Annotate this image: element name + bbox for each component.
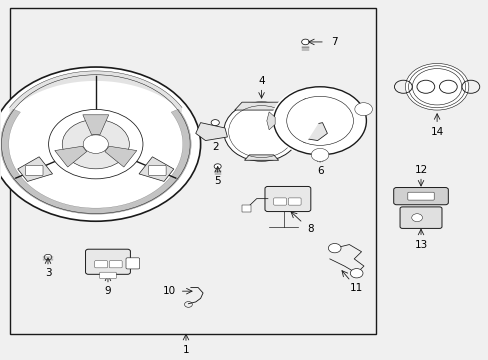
Text: 14: 14 [429,127,443,136]
Circle shape [405,63,468,110]
FancyBboxPatch shape [85,249,130,274]
Text: 4: 4 [258,76,264,86]
Circle shape [83,135,108,153]
Text: 12: 12 [413,165,427,175]
Circle shape [48,109,142,179]
Text: 2: 2 [211,142,218,152]
Polygon shape [82,115,108,135]
FancyBboxPatch shape [95,261,107,268]
Polygon shape [234,102,288,110]
FancyBboxPatch shape [288,198,301,205]
Polygon shape [13,176,178,214]
FancyBboxPatch shape [25,165,43,176]
Wedge shape [354,103,372,116]
FancyBboxPatch shape [264,186,310,212]
FancyBboxPatch shape [109,261,122,268]
Circle shape [301,39,308,45]
Wedge shape [311,148,328,161]
Wedge shape [271,90,320,152]
Polygon shape [244,155,278,160]
Text: 7: 7 [331,37,337,47]
Polygon shape [18,157,52,181]
Text: 3: 3 [44,268,51,278]
Text: 8: 8 [306,225,313,234]
FancyBboxPatch shape [407,192,433,200]
Circle shape [44,255,52,260]
FancyBboxPatch shape [273,198,286,205]
FancyBboxPatch shape [126,258,140,269]
Polygon shape [295,123,327,140]
Text: 11: 11 [349,283,363,293]
Polygon shape [139,157,173,181]
Text: 6: 6 [316,166,323,176]
Ellipse shape [224,102,299,161]
Circle shape [273,87,366,155]
Text: 9: 9 [104,286,111,296]
FancyBboxPatch shape [241,205,251,212]
Circle shape [328,243,340,253]
Circle shape [0,67,200,221]
FancyBboxPatch shape [100,272,116,279]
Circle shape [349,269,362,278]
Wedge shape [286,99,320,143]
Text: 10: 10 [162,286,175,296]
Polygon shape [105,146,137,167]
Circle shape [214,164,221,169]
Polygon shape [171,109,191,179]
Circle shape [62,120,129,169]
FancyBboxPatch shape [148,165,166,176]
FancyBboxPatch shape [399,207,441,228]
Text: 5: 5 [214,176,221,186]
FancyBboxPatch shape [393,188,447,205]
Polygon shape [55,146,86,167]
Text: 13: 13 [413,239,427,249]
Polygon shape [0,109,20,179]
Polygon shape [195,123,227,140]
Polygon shape [266,112,275,130]
Circle shape [211,120,219,126]
Text: 1: 1 [183,345,189,355]
Circle shape [411,214,422,222]
Bar [10,8,375,334]
